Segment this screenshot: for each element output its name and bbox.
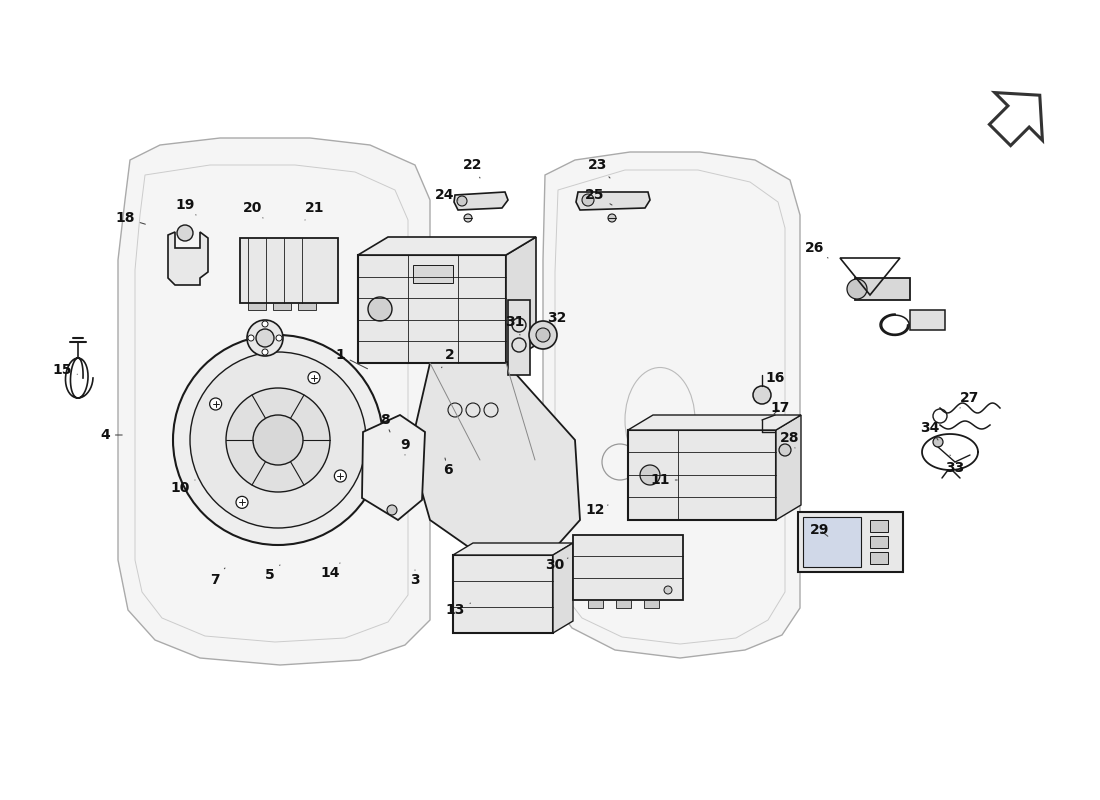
Text: 22: 22 [463, 158, 483, 178]
Circle shape [754, 386, 771, 404]
Circle shape [664, 586, 672, 594]
Circle shape [248, 335, 254, 341]
FancyBboxPatch shape [453, 555, 553, 633]
Text: 30: 30 [546, 558, 568, 572]
Circle shape [248, 320, 283, 356]
Text: 7: 7 [210, 568, 225, 587]
Text: 4: 4 [100, 428, 122, 442]
Text: 33: 33 [945, 455, 965, 475]
Circle shape [779, 444, 791, 456]
Polygon shape [628, 415, 801, 430]
FancyBboxPatch shape [508, 300, 530, 375]
FancyBboxPatch shape [644, 600, 659, 608]
Polygon shape [168, 232, 208, 285]
FancyBboxPatch shape [588, 600, 603, 608]
Text: 28: 28 [780, 431, 800, 448]
Circle shape [177, 225, 192, 241]
Circle shape [608, 214, 616, 222]
Circle shape [456, 196, 468, 206]
Circle shape [262, 321, 268, 327]
Circle shape [226, 388, 330, 492]
Text: 15: 15 [53, 363, 77, 377]
FancyBboxPatch shape [553, 565, 561, 575]
Polygon shape [453, 543, 573, 555]
Circle shape [387, 505, 397, 515]
Text: 5: 5 [265, 565, 280, 582]
Polygon shape [118, 138, 430, 665]
FancyBboxPatch shape [870, 536, 888, 548]
Polygon shape [553, 543, 573, 633]
Text: 27: 27 [960, 391, 980, 408]
Text: 23: 23 [588, 158, 610, 178]
Text: 12: 12 [585, 503, 608, 517]
Circle shape [529, 321, 557, 349]
Polygon shape [776, 415, 801, 520]
FancyBboxPatch shape [798, 512, 903, 572]
Text: 6: 6 [443, 458, 453, 477]
Polygon shape [454, 192, 508, 210]
Text: 18: 18 [116, 211, 145, 225]
Polygon shape [543, 152, 800, 658]
Text: 29: 29 [811, 523, 829, 537]
FancyBboxPatch shape [870, 552, 888, 564]
Text: 1: 1 [336, 348, 367, 369]
Circle shape [256, 329, 274, 347]
Text: 26: 26 [805, 241, 828, 258]
Text: 17: 17 [770, 401, 790, 415]
Circle shape [190, 352, 366, 528]
Text: 10: 10 [170, 480, 195, 495]
Circle shape [640, 465, 660, 485]
FancyBboxPatch shape [616, 600, 631, 608]
Text: 21: 21 [305, 201, 324, 220]
Text: 2: 2 [441, 348, 455, 368]
Circle shape [262, 349, 268, 355]
Text: 19: 19 [175, 198, 196, 215]
Text: 14: 14 [320, 563, 340, 580]
FancyBboxPatch shape [240, 238, 338, 303]
Text: 25: 25 [585, 188, 612, 205]
FancyBboxPatch shape [553, 585, 561, 595]
Circle shape [933, 437, 943, 447]
Circle shape [276, 335, 282, 341]
Circle shape [464, 214, 472, 222]
Text: 20: 20 [243, 201, 263, 218]
Text: 3: 3 [410, 570, 420, 587]
Text: 16: 16 [766, 371, 784, 388]
Text: 24: 24 [436, 188, 458, 202]
Circle shape [582, 194, 594, 206]
FancyBboxPatch shape [628, 430, 775, 520]
Text: 11: 11 [650, 473, 678, 487]
Circle shape [368, 297, 392, 321]
FancyBboxPatch shape [573, 535, 683, 600]
Circle shape [173, 335, 383, 545]
FancyBboxPatch shape [248, 303, 266, 310]
FancyBboxPatch shape [910, 310, 945, 330]
Polygon shape [506, 237, 536, 363]
FancyBboxPatch shape [298, 303, 316, 310]
Text: 8: 8 [381, 413, 390, 432]
Circle shape [308, 372, 320, 384]
Polygon shape [576, 192, 650, 210]
Text: 9: 9 [400, 438, 410, 455]
FancyBboxPatch shape [358, 255, 506, 363]
Text: 34: 34 [921, 421, 939, 440]
Circle shape [847, 279, 867, 299]
Text: 32: 32 [548, 311, 566, 330]
Polygon shape [358, 237, 536, 255]
Text: 13: 13 [446, 603, 471, 617]
FancyBboxPatch shape [273, 303, 292, 310]
Circle shape [236, 496, 248, 508]
Circle shape [334, 470, 346, 482]
Polygon shape [410, 363, 580, 560]
Circle shape [536, 328, 550, 342]
FancyBboxPatch shape [553, 605, 561, 615]
Text: 31: 31 [505, 315, 525, 335]
FancyBboxPatch shape [870, 520, 888, 532]
Circle shape [210, 398, 221, 410]
Polygon shape [362, 415, 425, 520]
FancyBboxPatch shape [803, 517, 861, 567]
FancyBboxPatch shape [855, 278, 910, 300]
Circle shape [253, 415, 302, 465]
FancyBboxPatch shape [412, 265, 453, 283]
